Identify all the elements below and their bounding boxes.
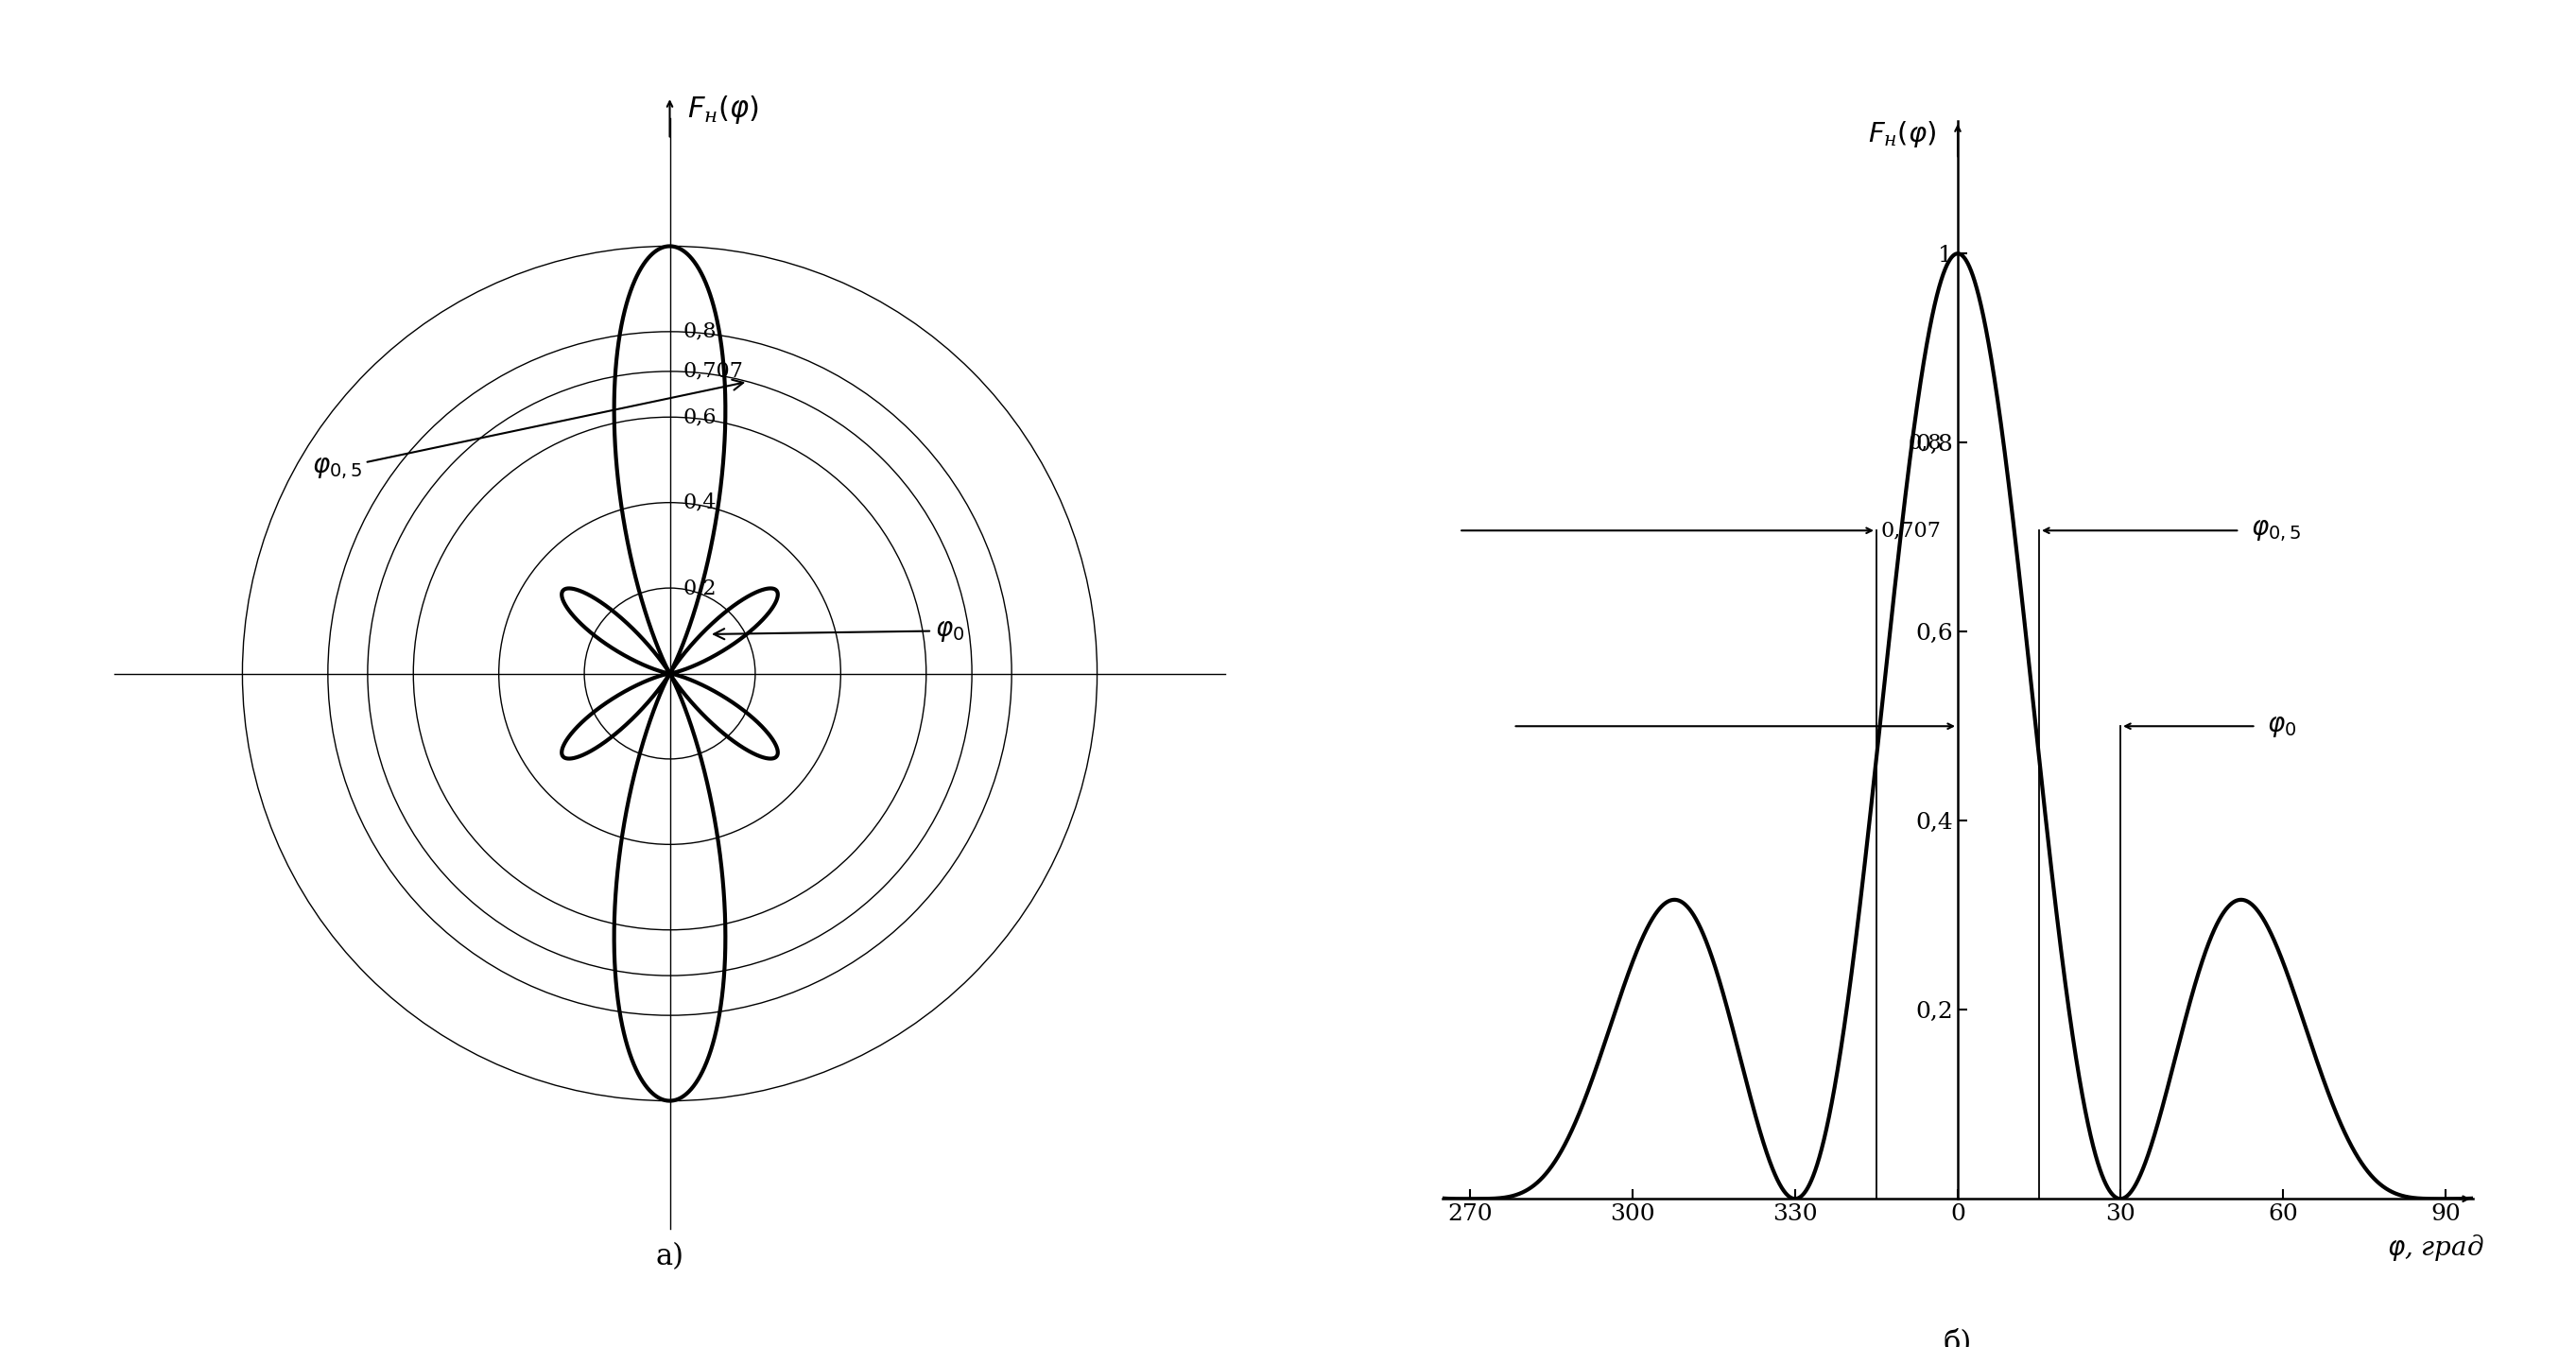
Text: 0,707: 0,707 [683,361,742,381]
Text: $F_{\mathregular{н}}(\varphi)$: $F_{\mathregular{н}}(\varphi)$ [688,93,757,125]
Text: 0,4: 0,4 [683,492,716,513]
Text: $F_{\mathregular{н}}(\varphi)$: $F_{\mathregular{н}}(\varphi)$ [1868,120,1937,150]
Text: $\varphi$, град: $\varphi$, град [2388,1233,2483,1263]
Text: б): б) [1942,1328,1973,1347]
Text: $\varphi_0$: $\varphi_0$ [2267,714,2295,740]
Text: 0,8: 0,8 [683,321,716,342]
Text: $\varphi_{0,5}$: $\varphi_{0,5}$ [2251,517,2300,543]
Text: 0,8: 0,8 [1909,432,1942,453]
Text: $\varphi_{0,5}$: $\varphi_{0,5}$ [312,380,744,481]
Text: $\varphi_0$: $\varphi_0$ [714,618,963,644]
Text: а): а) [654,1242,685,1272]
Text: 0,2: 0,2 [683,578,716,598]
Text: 0,6: 0,6 [683,407,716,427]
Text: 0,707: 0,707 [1880,520,1942,541]
